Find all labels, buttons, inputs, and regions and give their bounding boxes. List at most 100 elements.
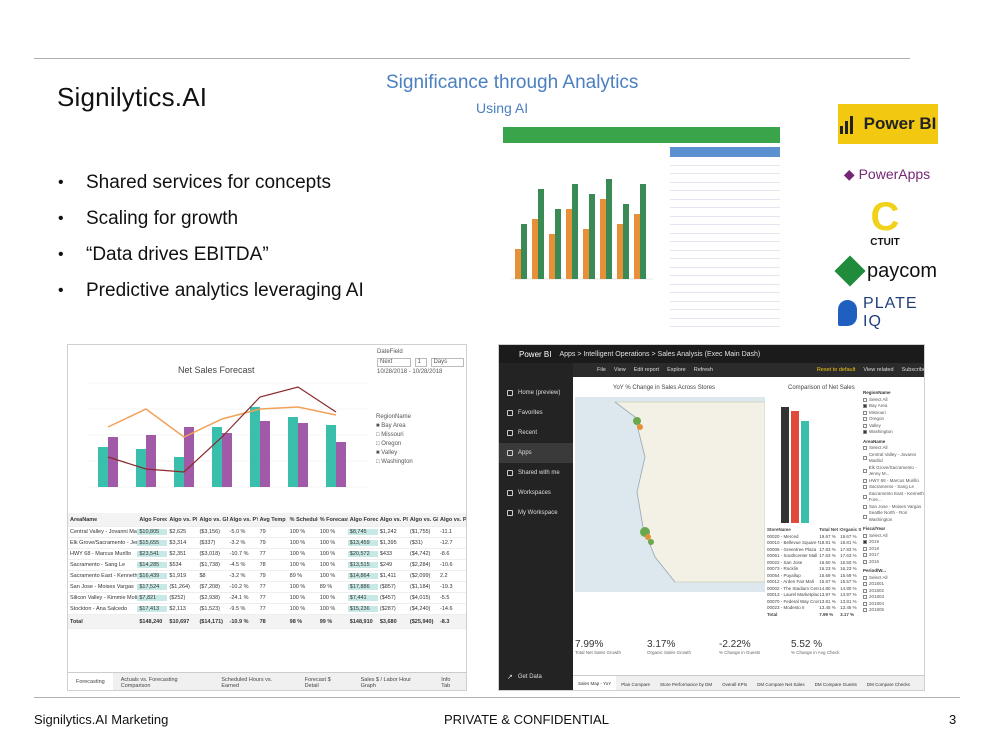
slicer-option[interactable]: 201804 <box>863 601 924 608</box>
page-tab[interactable]: Plan Compare <box>621 681 651 687</box>
column-header[interactable]: Algo vs. GM ($) <box>409 516 438 523</box>
table-row[interactable] <box>670 217 780 225</box>
table-row[interactable] <box>670 200 780 208</box>
map-marker[interactable] <box>648 539 654 545</box>
slicer-option[interactable]: 2019 <box>863 539 924 546</box>
map-marker[interactable] <box>645 534 651 540</box>
column-header[interactable]: Algo Forecast <box>139 516 167 523</box>
table-row[interactable] <box>670 302 780 310</box>
nav-item[interactable]: Apps <box>499 443 573 463</box>
column-header[interactable]: Algo Forecast <box>349 516 378 523</box>
filter-unit-select[interactable]: Days <box>430 358 464 367</box>
table-row[interactable] <box>670 319 780 327</box>
column-header[interactable]: % Scheduled <box>289 516 318 523</box>
date-filter[interactable]: DateField Next 1 Days 10/28/2018 - 10/28… <box>373 345 466 405</box>
map-marker[interactable] <box>633 417 641 425</box>
legend-item[interactable]: ■ Valley <box>376 449 413 458</box>
table-row[interactable] <box>670 166 780 174</box>
table-row[interactable] <box>670 251 780 259</box>
nav-item[interactable]: Home (preview) <box>499 383 573 403</box>
toolbar-item[interactable]: File <box>597 367 606 373</box>
slicer-option[interactable]: Select All <box>863 575 924 582</box>
sales-map[interactable] <box>575 397 766 592</box>
bar-actual[interactable] <box>791 411 799 523</box>
slicer-option[interactable]: 201802 <box>863 588 924 595</box>
nav-item[interactable]: Recent <box>499 423 573 443</box>
legend-item[interactable]: □ Oregon <box>376 440 413 449</box>
report-tab[interactable]: Sales $ / Labor Hour Graph <box>360 676 412 689</box>
column-header[interactable]: % Forecasted <box>319 516 348 523</box>
toolbar-item[interactable]: Edit report <box>633 367 660 373</box>
table-row[interactable] <box>670 268 780 276</box>
slicer-option[interactable]: 201803 <box>863 594 924 601</box>
nav-item[interactable]: My Workspace <box>499 503 573 523</box>
column-header[interactable]: Algo vs. GM ($) <box>199 516 227 523</box>
column-header[interactable]: Algo vs. PY <box>439 516 467 523</box>
slicer-option[interactable]: Valley <box>863 423 924 430</box>
get-data-button[interactable]: ↗ Get Data <box>507 674 542 681</box>
column-header[interactable]: Total Net Sales Growth <box>819 527 840 532</box>
table-row[interactable] <box>670 259 780 268</box>
legend-item[interactable]: ■ Bay Area <box>376 422 413 431</box>
slicer-option[interactable]: 201805 <box>863 607 924 614</box>
slicer-option[interactable]: Select All <box>863 397 924 404</box>
table-row[interactable] <box>670 310 780 319</box>
table-row[interactable] <box>670 234 780 242</box>
breadcrumb[interactable]: Apps > Intelligent Operations > Sales An… <box>559 350 761 358</box>
page-tab[interactable]: DM Compare Checks <box>866 681 910 687</box>
bar-plan[interactable] <box>781 407 789 523</box>
slicer-option[interactable]: 2017 <box>863 552 924 559</box>
page-tab[interactable]: Sales Map - YoY <box>573 675 617 690</box>
legend-item[interactable]: □ Missouri <box>376 431 413 440</box>
slicer-option[interactable]: Missouri <box>863 410 924 417</box>
toolbar-item[interactable]: View related <box>863 367 894 373</box>
slicer-option[interactable]: Select All <box>863 533 924 540</box>
slicer-option[interactable]: Seattle North - Ron Washington <box>863 510 924 523</box>
slicer-option[interactable]: Oregon <box>863 416 924 423</box>
nav-item[interactable]: Shared with me <box>499 463 573 483</box>
table-row[interactable] <box>670 208 780 217</box>
toolbar-item[interactable]: Subscribe <box>901 367 925 373</box>
page-tab[interactable]: DM Compare Guests <box>814 681 857 687</box>
page-tab[interactable]: DM Compare Net Sales <box>757 681 805 687</box>
toolbar-item[interactable]: Explore <box>667 367 686 373</box>
slicer-option[interactable]: 2018 <box>863 546 924 553</box>
toolbar-item[interactable]: View <box>613 367 626 373</box>
slicer-option[interactable]: Select All <box>863 445 924 452</box>
nav-item[interactable]: Workspaces <box>499 483 573 503</box>
table-row[interactable] <box>670 293 780 302</box>
legend-item[interactable]: □ Washington <box>376 458 413 467</box>
table-row[interactable] <box>670 157 780 166</box>
slicer-option[interactable]: Bay Area <box>863 403 924 410</box>
slicer-option[interactable]: 2016 <box>863 559 924 566</box>
bar-prior[interactable] <box>801 421 809 523</box>
column-header[interactable]: AreaName <box>70 516 98 523</box>
slicer-option[interactable]: HWY 68 - Marcus Murillo <box>863 478 924 485</box>
column-header[interactable]: Avg Temp <box>259 516 286 523</box>
table-row[interactable] <box>670 242 780 251</box>
column-header[interactable]: StoreName <box>767 527 791 532</box>
table-row[interactable] <box>670 285 780 293</box>
filter-qty-input[interactable]: 1 <box>414 358 427 367</box>
column-header[interactable]: Algo vs. PY (%) <box>229 516 258 523</box>
slicer-option[interactable]: Elk Grove/Sacramento - Jenny M... <box>863 465 924 478</box>
toolbar-item[interactable]: Reset to default <box>816 367 856 373</box>
filter-next-select[interactable]: Next <box>377 358 411 367</box>
map-marker[interactable] <box>637 424 643 430</box>
slicer-option[interactable]: Sacramento - Sang Le <box>863 484 924 491</box>
column-header[interactable]: Algo vs. Plan ($) <box>169 516 198 523</box>
page-tab[interactable]: Store Performance by DM <box>660 681 713 687</box>
slicer-option[interactable]: Washington <box>863 429 924 436</box>
column-header[interactable]: Organic Sales Growth <box>840 527 861 532</box>
report-tab[interactable]: Scheduled Hours vs. Earned <box>221 676 273 689</box>
table-row[interactable] <box>670 191 780 200</box>
slicer-option[interactable]: Central Valley - Jovanni Madrid <box>863 452 924 465</box>
toolbar-item[interactable]: Refresh <box>693 367 713 373</box>
table-row[interactable] <box>670 225 780 234</box>
report-tab[interactable]: Forecast $ Detail <box>304 676 331 689</box>
column-header[interactable]: Algo vs. Plan ($) <box>379 516 408 523</box>
slicer-option[interactable]: 201801 <box>863 581 924 588</box>
table-row[interactable] <box>670 183 780 191</box>
table-row[interactable] <box>670 276 780 285</box>
slicer-option[interactable]: San Jose - Moises Vargas <box>863 504 924 511</box>
